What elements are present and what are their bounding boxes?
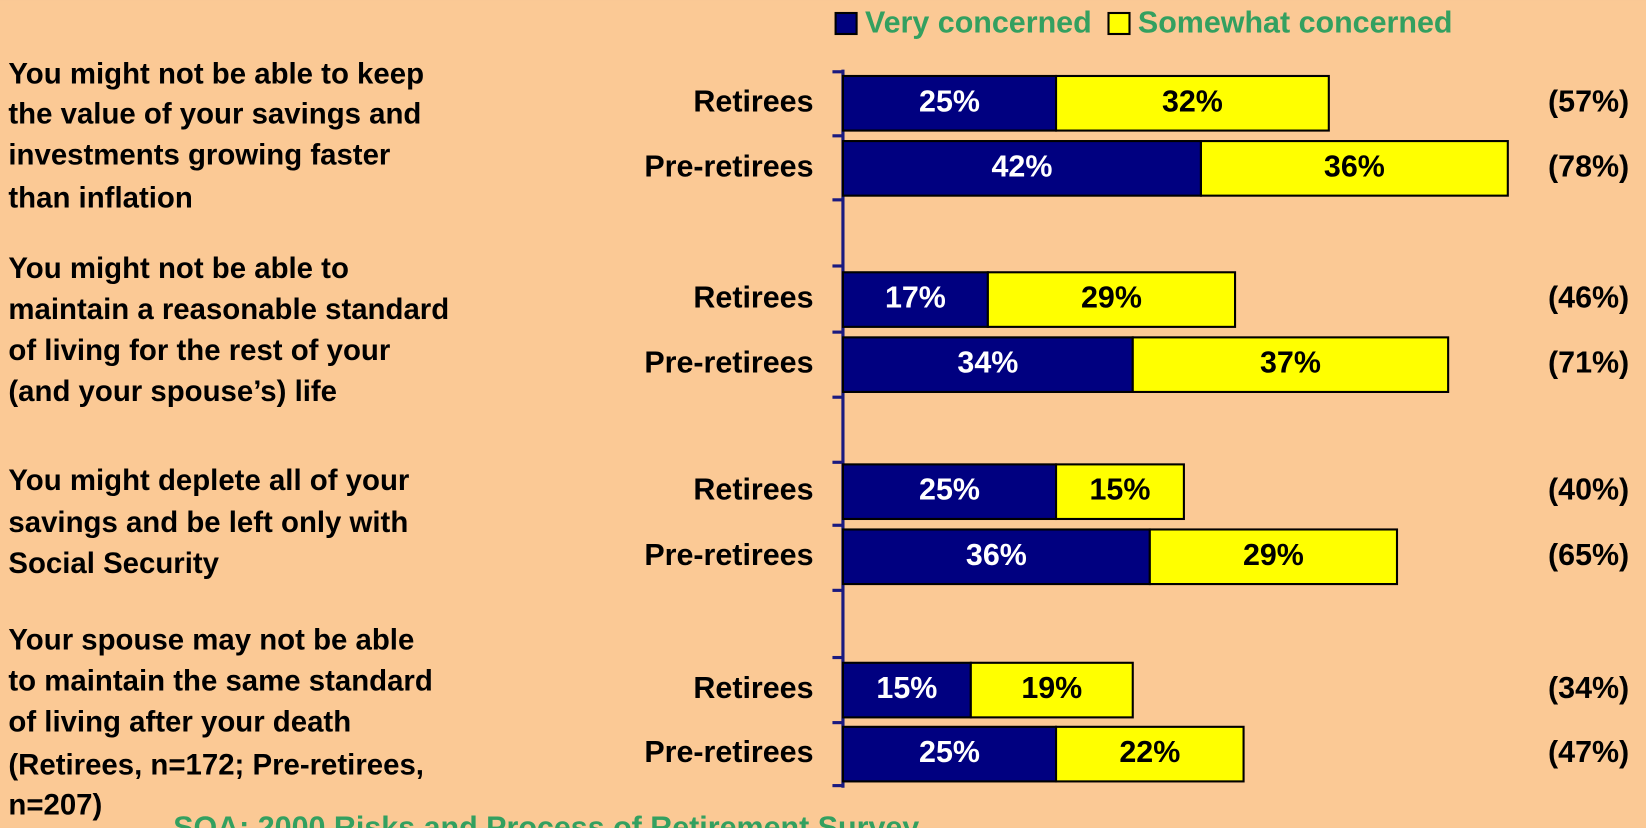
value-label: 37%: [1260, 346, 1321, 380]
group-label: Your spouse may not be able: [8, 624, 414, 657]
legend-swatch: [1107, 11, 1131, 36]
category-label: Retirees: [693, 473, 813, 507]
value-label: 34%: [957, 346, 1018, 380]
value-label: 36%: [966, 538, 1027, 572]
value-label: 29%: [1081, 281, 1142, 315]
group-label: to maintain the same standard: [8, 665, 432, 698]
total-label: (47%): [1548, 735, 1629, 769]
category-label: Pre-retirees: [644, 149, 813, 183]
total-label: (40%): [1548, 473, 1629, 507]
bar-segment: [1054, 74, 1330, 132]
group-label: savings and be left only with: [8, 506, 408, 539]
bar-segment: [1054, 463, 1185, 521]
total-label: (57%): [1548, 84, 1629, 118]
source: SOA: 2000 Risks and Process of Retiremen…: [173, 811, 919, 828]
group-label: maintain a reasonable standard: [8, 293, 449, 326]
bar-segment: [1199, 140, 1509, 197]
bar-segment: [1148, 528, 1399, 586]
total-label: (34%): [1548, 671, 1629, 705]
bar-segment: [969, 661, 1134, 719]
total-label: (78%): [1548, 149, 1629, 183]
total-label: (71%): [1548, 346, 1629, 380]
value-label: 29%: [1243, 538, 1304, 572]
group-label: You might not be able to: [8, 252, 349, 285]
value-label: 17%: [885, 281, 946, 315]
bar-segment: [841, 528, 1151, 586]
category-label: Retirees: [693, 671, 813, 705]
legend-label: Very concerned: [865, 6, 1092, 40]
bar-segment: [841, 463, 1058, 521]
group-label: You might not be able to keep: [8, 58, 424, 91]
category-label: Pre-retirees: [644, 735, 813, 769]
value-label: 25%: [919, 84, 980, 118]
category-label: Retirees: [693, 84, 813, 118]
bar-segment: [841, 336, 1134, 394]
bar-segment: [841, 271, 989, 328]
bar-segment: [841, 661, 972, 719]
category-label: Retirees: [693, 281, 813, 315]
category-label: Pre-retirees: [644, 538, 813, 572]
value-label: 25%: [919, 735, 980, 769]
bar-segment: [986, 271, 1237, 328]
value-label: 15%: [876, 671, 937, 705]
value-label: 25%: [919, 473, 980, 507]
value-label: 42%: [991, 149, 1052, 183]
value-label: 32%: [1162, 84, 1223, 118]
group-label: You might deplete all of your: [8, 464, 409, 497]
value-label: 19%: [1021, 671, 1082, 705]
group-label: (and your spouse’s) life: [8, 375, 337, 408]
group-label: (Retirees, n=172; Pre-retirees,: [8, 748, 424, 781]
bar-segment: [841, 74, 1058, 132]
total-label: (46%): [1548, 281, 1629, 315]
value-label: 22%: [1119, 735, 1180, 769]
value-label: 36%: [1324, 149, 1385, 183]
legend-label: Somewhat concerned: [1138, 6, 1453, 40]
group-label: the value of your savings and: [8, 98, 421, 131]
group-label: than inflation: [8, 182, 192, 215]
group-label: investments growing faster: [8, 139, 390, 172]
bar-segment: [1131, 336, 1450, 394]
value-label: 15%: [1090, 473, 1151, 507]
group-label: of living after your death: [8, 705, 351, 738]
group-label: Social Security: [8, 547, 219, 580]
legend-swatch: [834, 11, 858, 36]
group-label: of living for the rest of your: [8, 334, 390, 367]
category-label: Pre-retirees: [644, 346, 813, 380]
group-label: n=207): [8, 788, 102, 821]
bar-segment: [1054, 725, 1245, 783]
total-label: (65%): [1548, 538, 1629, 572]
bar-segment: [841, 725, 1058, 783]
bar-segment: [841, 140, 1202, 197]
